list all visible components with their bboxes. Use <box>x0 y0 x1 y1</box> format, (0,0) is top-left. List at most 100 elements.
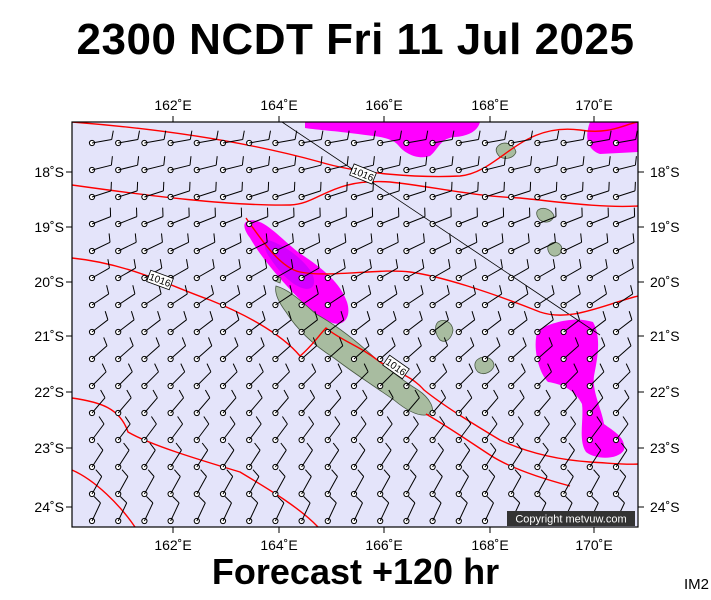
wind-barb <box>560 337 580 363</box>
wind-barb <box>324 156 349 174</box>
wind-barb <box>560 469 574 498</box>
lat-label-left: 20˚S <box>34 274 64 290</box>
wind-barb <box>560 416 577 444</box>
wind-barb <box>612 363 631 390</box>
wind-barb <box>612 181 636 201</box>
wind-barb <box>167 337 187 363</box>
wind-barb <box>612 285 634 309</box>
wind-barb <box>403 496 416 525</box>
wind-barb <box>403 442 418 471</box>
lon-label-top: 162˚E <box>154 97 191 113</box>
wind-barb <box>88 130 114 147</box>
lon-label-bottom: 164˚E <box>260 537 297 553</box>
wind-barb <box>377 233 399 255</box>
wind-barb <box>193 156 218 174</box>
wind-barb <box>219 207 243 228</box>
wind-barb <box>586 259 608 282</box>
wind-barb <box>560 181 584 201</box>
wind-barb <box>219 469 234 498</box>
wind-barb <box>298 416 315 444</box>
rain-area-east <box>535 319 625 458</box>
wind-barb <box>272 207 295 228</box>
wind-barb <box>167 442 182 471</box>
wind-barb <box>115 311 135 336</box>
wind-barb <box>534 442 549 471</box>
wind-barb <box>193 233 216 255</box>
wind-barb <box>167 181 191 201</box>
wind-barb <box>324 233 347 255</box>
wind-barb <box>429 416 446 444</box>
wind-barb <box>167 311 187 336</box>
wind-barb <box>534 181 558 201</box>
wind-barb <box>455 156 480 174</box>
wind-barb <box>429 311 449 336</box>
wind-barb <box>455 130 481 147</box>
wind-barb <box>455 442 471 471</box>
wind-barb <box>141 496 154 525</box>
wind-barb <box>429 469 443 498</box>
lat-label-right: 22˚S <box>650 384 680 400</box>
wind-barb <box>403 285 424 309</box>
wind-barb <box>481 442 497 471</box>
wind-barb <box>612 442 628 471</box>
forecast-label: Forecast +120 hr <box>211 551 500 592</box>
wind-barb <box>115 259 137 282</box>
wind-barb <box>324 130 350 147</box>
wind-barb <box>560 156 585 174</box>
wind-barb <box>193 285 214 309</box>
wind-barb <box>534 389 551 417</box>
wind-barb <box>377 469 391 498</box>
wind-barb <box>508 311 528 336</box>
wind-barb <box>508 259 530 282</box>
rain-area-northeast <box>587 122 638 154</box>
wind-barb <box>429 285 450 309</box>
lat-label-left: 22˚S <box>34 384 64 400</box>
wind-barb <box>324 181 348 201</box>
wind-barb <box>508 337 527 363</box>
wind-barb <box>88 207 112 228</box>
wind-barb <box>193 337 213 363</box>
wind-barb <box>508 389 525 417</box>
wind-barb <box>324 469 338 498</box>
wind-barb <box>324 363 343 390</box>
wind-barb <box>377 311 397 336</box>
wind-barb <box>272 311 292 336</box>
wind-barb <box>246 156 271 174</box>
wind-barb <box>88 442 104 471</box>
wind-barb <box>377 337 396 363</box>
wind-barb <box>481 363 500 390</box>
wind-barb <box>403 416 419 444</box>
wind-barb <box>115 496 128 525</box>
wind-barb <box>141 311 161 336</box>
vanuatu-island-b <box>547 242 563 257</box>
wind-barb <box>350 259 372 282</box>
wind-barb <box>350 416 367 444</box>
wind-barb <box>298 363 317 390</box>
wind-barb <box>403 259 425 282</box>
wind-barb <box>246 469 260 498</box>
wind-barb <box>115 285 136 309</box>
wind-barb <box>272 130 298 147</box>
wind-barb <box>534 363 552 390</box>
wind-barb <box>534 285 555 309</box>
wind-barb <box>141 337 160 363</box>
ocean-background <box>72 122 638 527</box>
copyright-box <box>507 511 635 526</box>
wind-barb <box>429 156 454 174</box>
wind-barb <box>429 496 442 525</box>
wind-barb <box>534 207 557 228</box>
wind-barb <box>612 207 636 228</box>
lon-label-bottom: 170˚E <box>575 537 612 553</box>
lat-label-left: 21˚S <box>34 328 64 344</box>
wind-barb <box>324 442 340 471</box>
wind-barb <box>612 416 629 444</box>
wind-barb <box>481 156 506 174</box>
wind-barb <box>246 389 263 417</box>
wind-barb <box>403 130 429 147</box>
wind-barb <box>167 469 181 498</box>
wind-barb <box>377 259 399 282</box>
wind-barb <box>586 416 603 444</box>
wind-barb <box>193 442 209 471</box>
wind-barb <box>246 311 266 336</box>
